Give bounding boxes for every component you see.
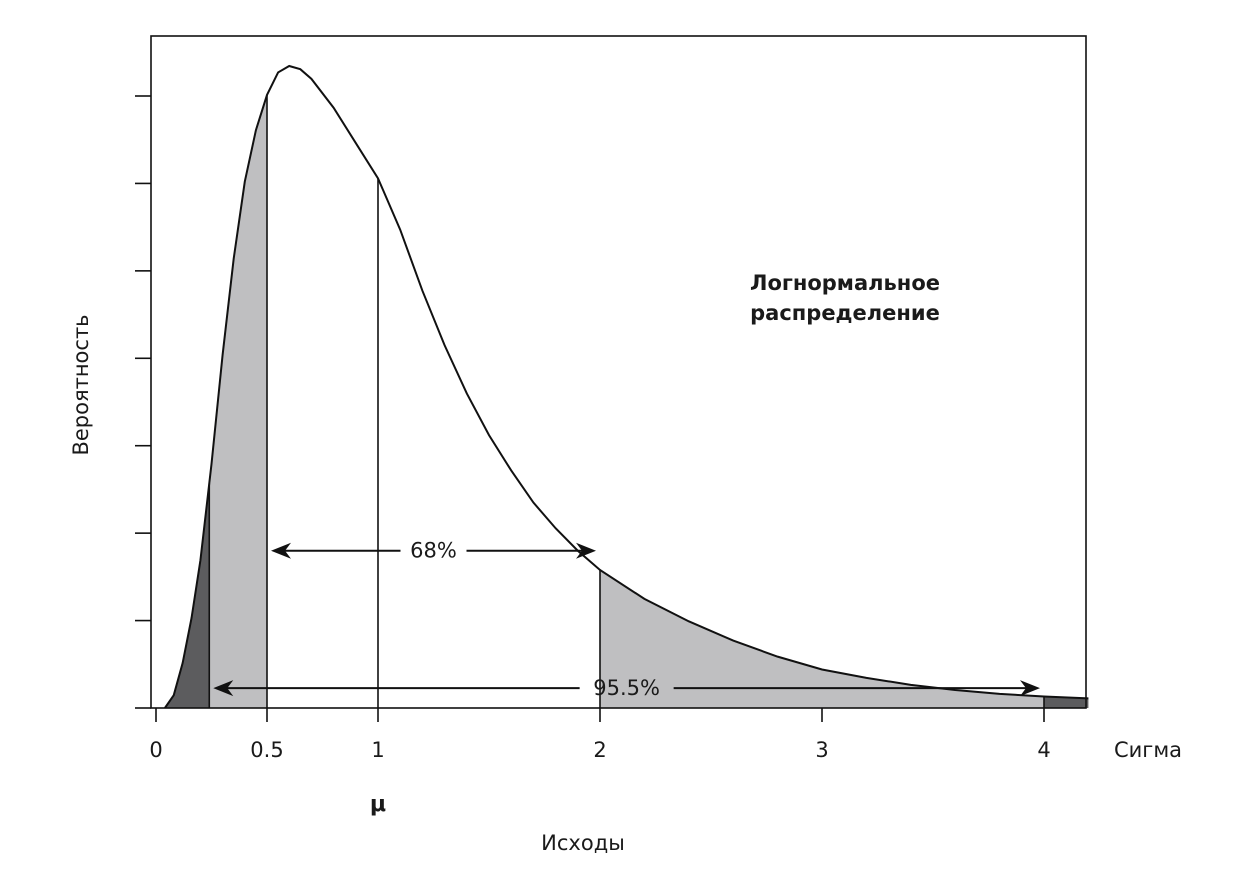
annotation-label-1: 95.5% <box>593 676 660 700</box>
x-tick-label: 2 <box>593 738 606 762</box>
annotation-label-0: 68% <box>410 539 457 563</box>
x-tick-label: 4 <box>1037 738 1050 762</box>
y-axis-label: Вероятность <box>69 314 93 455</box>
lognormal-curve <box>164 64 1089 709</box>
x-axis-ticks: 0 0.5 1 2 3 4 <box>149 708 1051 762</box>
shaded-region-light-1 <box>209 94 267 708</box>
chart-title-line-1: Логнормальное <box>750 271 940 295</box>
vertical-lines <box>208 94 1045 708</box>
arrow-head-right <box>576 542 596 559</box>
chart-title-line-2: распределение <box>750 301 940 325</box>
x-tick-label: 1 <box>371 738 384 762</box>
x-axis-label: Исходы <box>541 831 625 855</box>
annotations: 68% 95.5% <box>213 539 1040 700</box>
arrow-head-left <box>271 542 291 559</box>
shaded-region-dark-3 <box>1044 696 1089 708</box>
shaded-region-light-2 <box>600 569 1044 708</box>
y-axis-ticks <box>135 95 151 709</box>
x-tick-label: 0.5 <box>250 738 283 762</box>
arrow-head-right <box>1020 680 1040 697</box>
plot-frame <box>150 35 1087 709</box>
arrow-head-left <box>213 680 234 697</box>
x-tick-label: 3 <box>815 738 828 762</box>
x-tick-label: 0 <box>149 738 162 762</box>
mu-label: μ <box>370 792 386 817</box>
shaded-regions <box>164 94 1089 708</box>
x-axis-name: Сигма <box>1114 738 1182 762</box>
shaded-region-dark-0 <box>164 483 210 708</box>
